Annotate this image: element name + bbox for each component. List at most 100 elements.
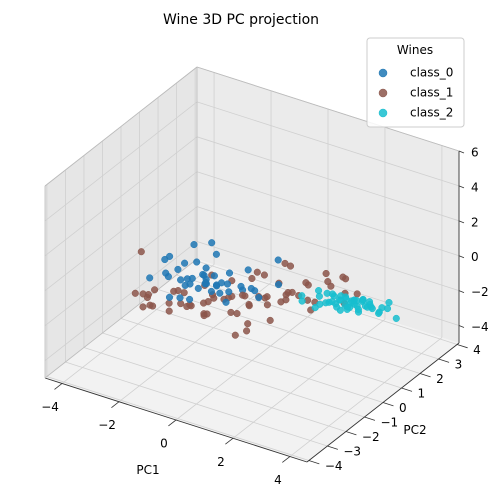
z-tick-label: 6 xyxy=(471,146,479,160)
grid-line-y xyxy=(46,376,309,461)
point-class_1 xyxy=(139,303,147,311)
point-class_1 xyxy=(322,269,330,278)
y-tick-mark xyxy=(457,344,468,349)
point-class_0 xyxy=(181,259,189,267)
point-class_2 xyxy=(322,299,330,307)
legend-frame xyxy=(366,37,465,128)
point-class_0 xyxy=(166,252,174,260)
pane-edge xyxy=(44,258,198,379)
x-tick-mark xyxy=(111,401,120,409)
point-class_0 xyxy=(222,298,230,306)
y-tick-mark xyxy=(382,402,394,407)
legend-marker-class_2 xyxy=(378,108,388,118)
axes-grid xyxy=(44,66,460,461)
point-class_1 xyxy=(165,299,173,307)
grid-line-z xyxy=(196,101,460,187)
z-tick-mark xyxy=(458,255,465,259)
chart-title: Wine 3D PC projection xyxy=(163,12,319,28)
point-class_0 xyxy=(199,270,207,279)
point-class_0 xyxy=(274,281,283,289)
x-tick-label: −2 xyxy=(98,418,116,432)
point-class_0 xyxy=(247,284,255,293)
point-class_0 xyxy=(202,264,210,272)
point-class_0 xyxy=(165,293,174,301)
grid-line-z xyxy=(196,206,460,292)
point-class_1 xyxy=(244,320,252,328)
point-class_0 xyxy=(223,280,232,288)
point-class_1 xyxy=(233,310,241,318)
grid-line-z xyxy=(44,136,198,257)
point-class_0 xyxy=(212,250,220,258)
legend-label-class_0: class_0 xyxy=(410,66,453,80)
grid-line-z xyxy=(44,171,198,292)
point-class_2 xyxy=(385,298,393,307)
point-class_0 xyxy=(207,287,215,295)
x-tick-label: −4 xyxy=(41,400,59,414)
grid-line-y xyxy=(176,274,439,360)
point-class_1 xyxy=(144,291,152,299)
grid-line-z xyxy=(44,241,198,361)
grid-line-y xyxy=(120,318,384,403)
point-class_0 xyxy=(237,282,245,290)
grid-line-y xyxy=(83,347,347,432)
point-class_0 xyxy=(162,269,170,277)
grid-line-z xyxy=(196,136,460,222)
point-class_1 xyxy=(231,331,239,339)
y-tick-label: 3 xyxy=(455,357,463,371)
point-class_0 xyxy=(208,239,216,247)
point-class_1 xyxy=(203,310,211,318)
point-class_1 xyxy=(327,282,335,290)
y-tick-label: 4 xyxy=(473,343,481,357)
x-tick-mark xyxy=(225,437,234,445)
z-tick-mark xyxy=(458,185,465,189)
y-tick-mark xyxy=(308,460,320,465)
y-tick-mark xyxy=(438,358,450,363)
x-tick-label: 4 xyxy=(274,473,282,487)
y-tick-label: −3 xyxy=(343,445,361,459)
point-class_2 xyxy=(375,309,383,317)
point-class_2 xyxy=(354,308,363,316)
point-class_1 xyxy=(210,294,218,302)
point-class_0 xyxy=(190,241,198,249)
point-class_0 xyxy=(217,279,226,287)
point-class_1 xyxy=(253,268,261,276)
grid-line-y xyxy=(139,303,402,389)
scatter-points xyxy=(131,239,400,339)
point-class_2 xyxy=(368,305,376,313)
y-tick-mark xyxy=(345,431,357,436)
pane-edge xyxy=(44,66,198,187)
point-class_0 xyxy=(202,278,210,287)
point-class_1 xyxy=(260,271,268,279)
point-class_0 xyxy=(210,272,218,280)
point-class_1 xyxy=(165,307,173,315)
point-class_0 xyxy=(194,284,202,292)
x-tick-label: 2 xyxy=(217,455,225,469)
point-class_1 xyxy=(248,274,256,283)
y-tick-label: −4 xyxy=(325,459,343,473)
point-class_0 xyxy=(174,265,182,273)
x-axis-label: PC1 xyxy=(136,463,159,477)
z-tick-label: 4 xyxy=(471,180,479,194)
y-tick-label: −2 xyxy=(362,430,380,444)
point-class_1 xyxy=(353,290,361,298)
point-class_0 xyxy=(176,294,184,302)
pane-edge xyxy=(196,66,460,152)
point-class_1 xyxy=(339,273,347,281)
z-tick-mark xyxy=(458,220,465,224)
point-class_0 xyxy=(244,266,252,274)
point-class_1 xyxy=(304,281,312,289)
x-tick-mark xyxy=(168,419,177,427)
point-class_0 xyxy=(193,258,201,266)
z-tick-mark xyxy=(458,150,465,154)
point-class_0 xyxy=(177,276,185,284)
x-tick-label: 0 xyxy=(160,437,168,451)
point-class_0 xyxy=(225,288,233,296)
y-axis-label: PC2 xyxy=(403,423,426,437)
point-class_1 xyxy=(245,300,253,309)
point-class_1 xyxy=(288,288,296,296)
grid-line-y xyxy=(65,361,328,447)
point-class_1 xyxy=(200,299,208,307)
point-class_2 xyxy=(311,304,319,312)
